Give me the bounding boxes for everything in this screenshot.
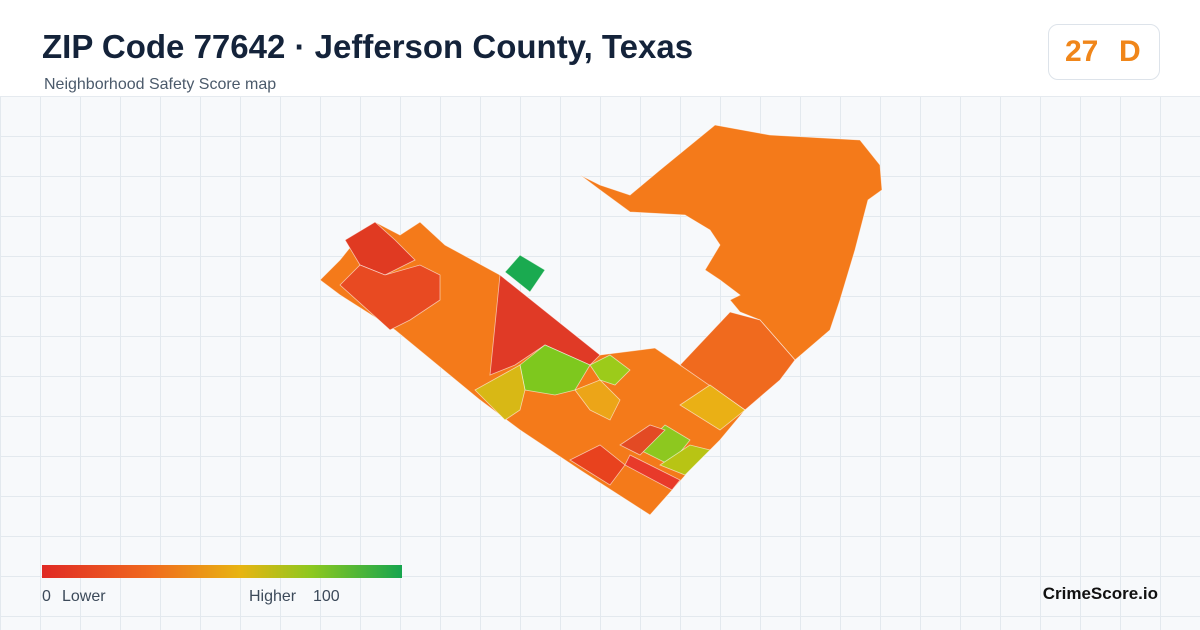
score-badge: 27 D bbox=[1048, 24, 1160, 80]
title: ZIP Code 77642 · Jefferson County, Texas bbox=[42, 28, 694, 65]
area bbox=[579, 124, 883, 361]
area bbox=[474, 364, 526, 421]
brand: CrimeScore.io bbox=[1042, 584, 1158, 603]
area bbox=[624, 454, 681, 491]
legend-min-label: Lower bbox=[62, 588, 106, 605]
legend-max-label: Higher bbox=[249, 588, 297, 605]
header bbox=[0, 0, 1200, 97]
area bbox=[679, 384, 746, 431]
area bbox=[574, 379, 621, 421]
score: 27 bbox=[1065, 35, 1099, 68]
area bbox=[659, 444, 711, 476]
area bbox=[619, 424, 666, 456]
area bbox=[589, 354, 631, 386]
area bbox=[339, 264, 441, 331]
grade: D bbox=[1119, 35, 1141, 68]
legend-scale bbox=[42, 565, 402, 578]
legend-min: 0 bbox=[42, 588, 51, 605]
area bbox=[504, 254, 546, 293]
subtitle: Neighborhood Safety Score map bbox=[44, 76, 277, 93]
legend-max: 100 bbox=[313, 588, 340, 605]
